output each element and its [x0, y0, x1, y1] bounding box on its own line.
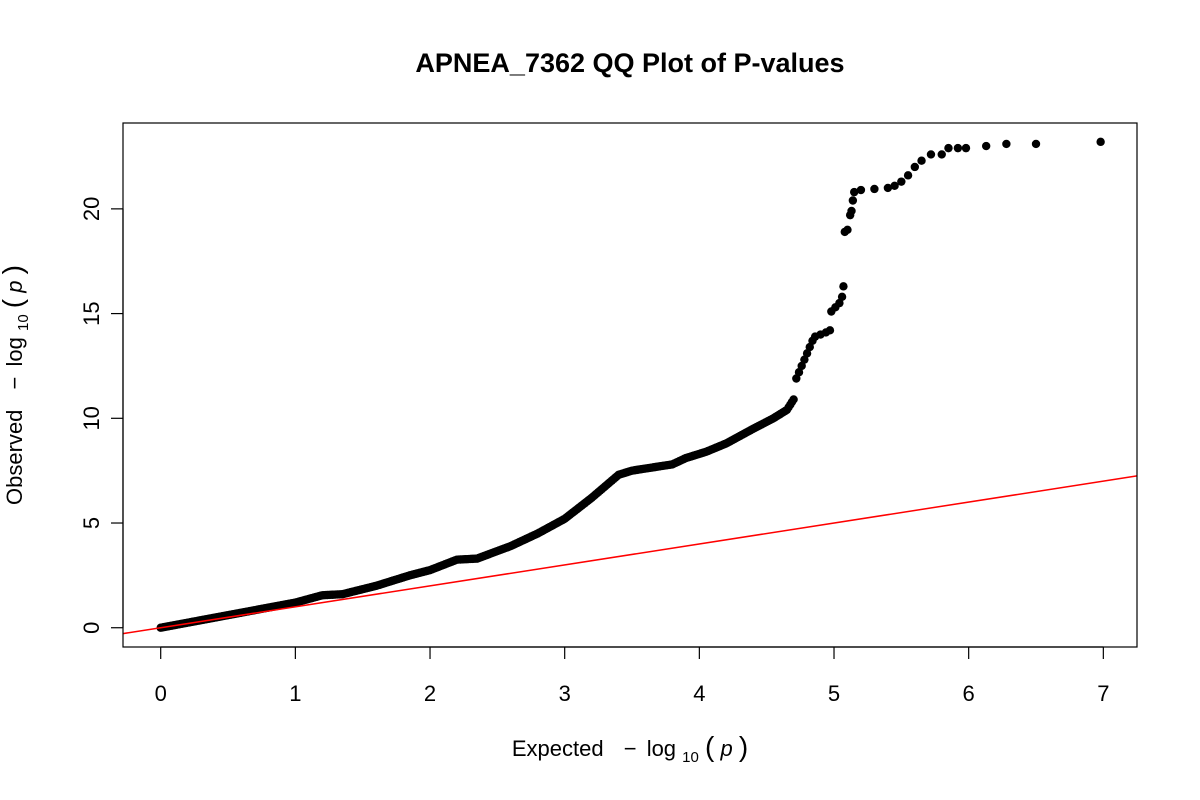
plot-frame — [122, 122, 1138, 648]
x-axis-label-prefix: Expected — [512, 736, 604, 761]
data-point — [848, 196, 858, 205]
x-axis-label: Expected − log 10 ( p ) — [512, 731, 748, 767]
x-tick-label: 1 — [289, 681, 301, 706]
data-point — [897, 177, 906, 186]
data-point — [825, 326, 835, 335]
data-point — [850, 187, 859, 197]
data-point — [890, 181, 899, 191]
data-point — [937, 150, 946, 159]
y-tick-label: 20 — [79, 197, 104, 221]
data-point — [792, 374, 801, 383]
data-point — [961, 143, 971, 153]
data-point — [926, 150, 936, 159]
x-axis: 0 1 2 3 4 5 6 7 — [155, 646, 1109, 706]
data-point — [953, 143, 963, 153]
data-point — [847, 206, 856, 216]
y-tick-label: 10 — [79, 406, 104, 430]
data-point — [883, 183, 893, 193]
data-point — [981, 141, 991, 151]
data-points — [156, 137, 1105, 632]
data-point — [794, 368, 804, 377]
y-tick-label: 0 — [79, 622, 104, 634]
data-point — [1031, 139, 1041, 149]
y-axis-label-open: ( — [0, 298, 28, 308]
y-axis-label-sub: 10 — [15, 314, 32, 331]
data-point — [1096, 137, 1105, 147]
x-tick-label: 5 — [828, 681, 840, 706]
x-tick-label: 7 — [1097, 681, 1109, 706]
data-point — [802, 349, 812, 358]
y-axis-label: Observed − log 10 ( p ) — [0, 265, 33, 505]
x-axis-label-open: ( — [705, 731, 715, 762]
data-point — [835, 298, 844, 308]
data-point — [903, 171, 913, 180]
data-point — [944, 143, 953, 153]
data-point — [797, 361, 806, 371]
chart-title: APNEA_7362 QQ Plot of P-values — [415, 48, 844, 78]
x-tick-label: 0 — [155, 681, 167, 706]
x-tick-label: 4 — [693, 681, 705, 706]
data-point — [1002, 139, 1011, 149]
x-axis-label-var: p — [719, 736, 732, 761]
x-axis-label-minus: − — [624, 736, 637, 761]
x-axis-label-log: log — [647, 736, 676, 761]
data-point — [843, 225, 852, 235]
data-point — [856, 185, 866, 195]
data-point — [870, 184, 879, 194]
y-axis-label-log: log — [2, 337, 27, 366]
x-axis-label-sub: 10 — [682, 749, 699, 766]
data-point — [917, 156, 926, 165]
data-point — [805, 342, 814, 352]
y-tick-label: 15 — [79, 301, 104, 325]
reference-line — [122, 475, 1138, 635]
y-axis-label-var: p — [2, 280, 27, 293]
data-point — [800, 355, 809, 364]
data-point — [839, 282, 848, 291]
data-point — [837, 292, 847, 302]
y-axis: 0 5 10 15 20 — [79, 197, 124, 634]
x-tick-label: 6 — [963, 681, 975, 706]
x-tick-label: 2 — [424, 681, 436, 706]
y-axis-label-close: ) — [0, 265, 28, 274]
y-axis-label-prefix: Observed — [2, 410, 27, 505]
data-point — [910, 162, 920, 172]
data-point — [789, 395, 798, 404]
x-axis-label-close: ) — [739, 731, 748, 762]
y-axis-label-minus: − — [2, 377, 27, 390]
y-tick-label: 5 — [79, 517, 104, 529]
x-tick-label: 3 — [559, 681, 571, 706]
